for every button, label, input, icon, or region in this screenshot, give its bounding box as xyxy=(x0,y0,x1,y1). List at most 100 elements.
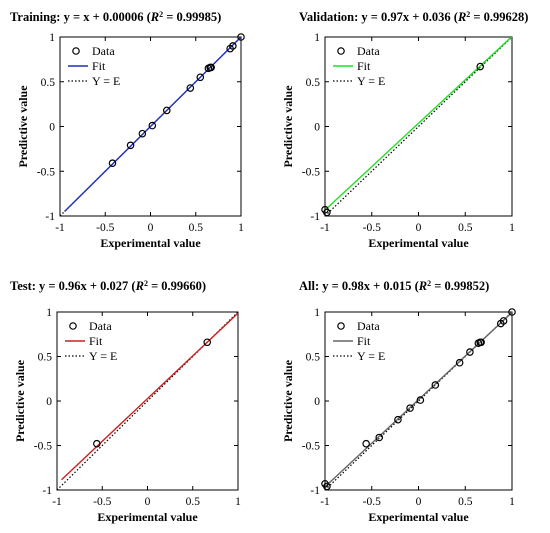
y-axis-label: Predictive value xyxy=(281,85,295,168)
legend-identity-label: Y = E xyxy=(89,349,117,363)
x-tick-label: 0 xyxy=(148,222,154,234)
data-point xyxy=(362,439,370,448)
legend-identity-label: Y = E xyxy=(357,349,385,363)
chart-title-text: Training: y = x + 0.00006 ( xyxy=(10,10,151,24)
y-tick-label: 0.5 xyxy=(38,352,53,364)
x-axis-label: Experimental value xyxy=(100,236,201,250)
x-tick-label: 0 xyxy=(416,496,422,508)
data-point xyxy=(508,308,516,316)
y-tick-label: -1 xyxy=(310,211,320,223)
legend-data-marker xyxy=(337,47,345,55)
plot-layer xyxy=(325,37,512,216)
data-point xyxy=(323,482,331,491)
data-point xyxy=(323,208,331,217)
legend-fit-label: Fit xyxy=(89,334,103,348)
y-tick-label: 0.5 xyxy=(306,77,321,89)
y-tick-label: 1 xyxy=(46,307,52,319)
data-point xyxy=(431,381,440,389)
data-point xyxy=(186,84,195,92)
data-point xyxy=(108,159,117,167)
chart-title-value: = 0.99852) xyxy=(431,279,489,293)
data-point xyxy=(394,415,402,424)
legend-identity-label: Y = E xyxy=(357,74,385,88)
chart-title-value: = 0.99628) xyxy=(470,10,528,24)
legend-fit-label: Fit xyxy=(357,59,371,73)
y-tick-label: -0.5 xyxy=(37,166,55,178)
chart-title: All: y = 0.98x + 0.015 (R2 = 0.99852) xyxy=(299,279,489,293)
fit-line xyxy=(325,37,512,211)
data-point xyxy=(93,439,101,448)
chart-title-superscript: 2 xyxy=(159,10,163,19)
x-tick-label: 0.5 xyxy=(189,222,204,234)
identity-line xyxy=(325,312,512,490)
data-point xyxy=(162,106,171,115)
chart-title-value: = 0.99660) xyxy=(148,279,206,293)
legend-data-label: Data xyxy=(89,319,112,333)
x-tick-label: -0.5 xyxy=(363,222,381,234)
y-tick-label: 0 xyxy=(314,122,320,134)
data-point xyxy=(148,121,157,130)
y-axis-label: Predictive value xyxy=(281,359,295,442)
y-tick-label: -0.5 xyxy=(34,441,52,453)
legend-data-marker xyxy=(72,47,80,55)
data-point xyxy=(499,317,508,325)
chart-title: Test: y = 0.96x + 0.027 (R2 = 0.99660) xyxy=(10,279,206,293)
x-tick-label: 0 xyxy=(145,496,151,508)
chart-title-r: R xyxy=(457,10,466,24)
chart-title-text: Validation: y = 0.97x + 0.036 ( xyxy=(299,10,458,24)
legend-fit-label: Fit xyxy=(357,334,371,348)
data-point xyxy=(207,63,215,72)
chart-panel-3: Test: y = 0.96x + 0.027 (R2 = 0.99660) -1… xyxy=(10,279,241,524)
legend-data-marker xyxy=(337,322,345,330)
y-tick-label: 0 xyxy=(314,396,320,408)
data-point xyxy=(466,348,474,356)
y-tick-label: -1 xyxy=(45,211,55,223)
y-tick-label: 0.5 xyxy=(306,352,321,364)
data-point xyxy=(237,33,245,41)
y-tick-label: 1 xyxy=(314,307,320,319)
y-tick-label: -0.5 xyxy=(302,441,320,453)
y-tick-label: -1 xyxy=(42,485,52,497)
x-tick-label: 0.5 xyxy=(458,496,473,508)
data-point xyxy=(196,73,205,82)
fit-line xyxy=(64,37,241,213)
x-axis-label: Experimental value xyxy=(368,236,469,250)
x-tick-label: -1 xyxy=(320,222,330,234)
legend-data-marker xyxy=(69,322,77,330)
chart-title-superscript: 2 xyxy=(427,279,431,288)
data-point xyxy=(477,338,485,347)
data-point xyxy=(476,62,485,71)
y-axis-label: Predictive value xyxy=(13,359,27,442)
x-tick-label: -0.5 xyxy=(93,496,111,508)
x-tick-label: 1 xyxy=(238,222,244,234)
x-tick-label: 1 xyxy=(235,496,241,508)
data-point xyxy=(375,433,384,442)
y-tick-label: -1 xyxy=(310,485,320,497)
y-tick-label: 0 xyxy=(49,122,55,134)
fit-line xyxy=(325,312,512,488)
legend-identity-label: Y = E xyxy=(92,74,120,88)
data-point xyxy=(455,358,464,367)
x-tick-label: -0.5 xyxy=(363,496,381,508)
data-point xyxy=(406,404,414,412)
legend-data-label: Data xyxy=(92,44,115,58)
y-axis-label: Predictive value xyxy=(16,85,30,168)
chart-title-text: All: y = 0.98x + 0.015 ( xyxy=(299,279,419,293)
chart-panel-2: Validation: y = 0.97x + 0.036 (R2 = 0.99… xyxy=(281,10,528,250)
data-point xyxy=(416,396,425,404)
chart-title: Validation: y = 0.97x + 0.036 (R2 = 0.99… xyxy=(299,10,528,24)
legend-data-label: Data xyxy=(357,319,380,333)
data-point xyxy=(126,141,135,150)
chart-title: Training: y = x + 0.00006 (R2 = 0.99985) xyxy=(10,10,221,24)
y-tick-label: -0.5 xyxy=(302,166,320,178)
x-tick-label: 1 xyxy=(509,222,515,234)
x-tick-label: -1 xyxy=(320,496,330,508)
chart-title-superscript: 2 xyxy=(144,279,148,288)
chart-title-r: R xyxy=(150,10,159,24)
y-tick-label: 0.5 xyxy=(41,77,56,89)
identity-line xyxy=(57,312,238,490)
x-tick-label: 0.5 xyxy=(186,496,201,508)
y-tick-label: 1 xyxy=(49,32,55,44)
plot-layer xyxy=(60,37,241,216)
